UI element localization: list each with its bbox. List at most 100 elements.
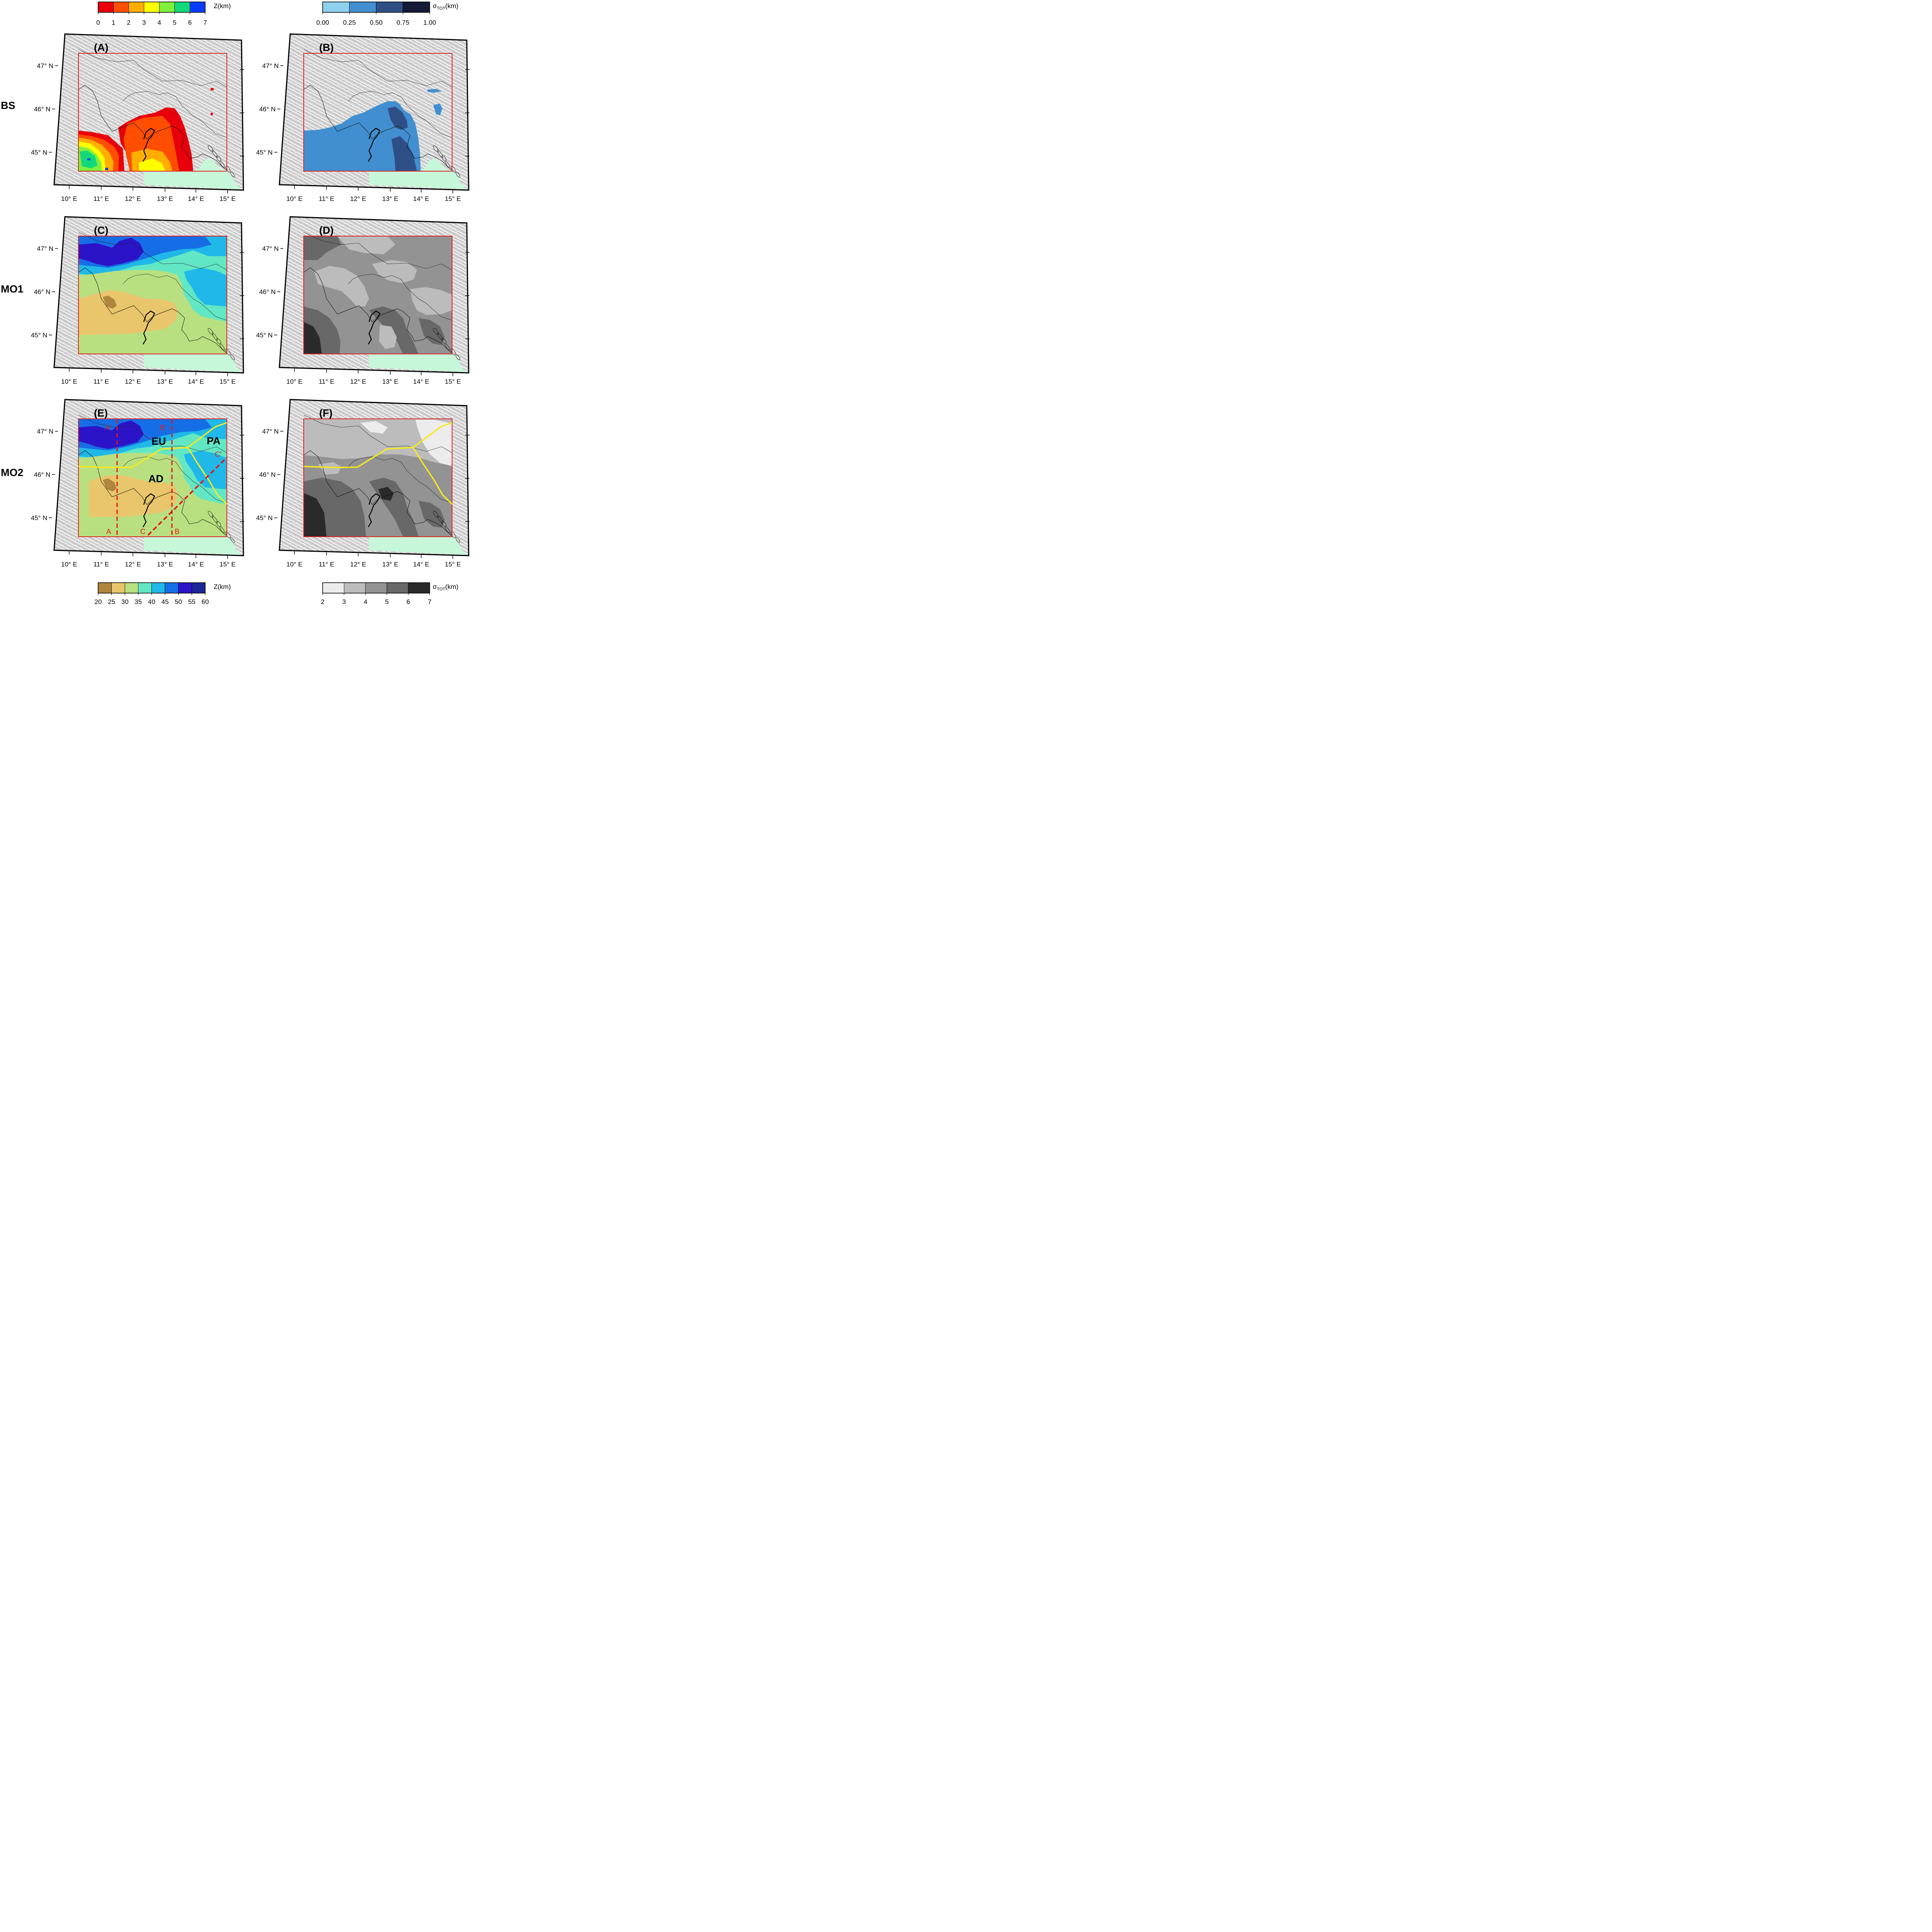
lat-tick-label: 47° N	[37, 245, 54, 252]
national-border	[122, 91, 227, 138]
plate-boundary	[412, 447, 453, 505]
map-border	[279, 216, 469, 374]
island	[219, 344, 225, 350]
lon-tick-label: 11° E	[319, 561, 335, 568]
plate-label-eu: EU	[151, 435, 166, 447]
map-border	[53, 216, 244, 374]
lat-tick-label: 47° N	[262, 62, 279, 70]
island	[212, 150, 218, 158]
colorbar-depth-mo-tick-label: 20	[95, 598, 102, 605]
field-zone	[427, 89, 442, 93]
sigma-symbol: σ	[433, 583, 437, 590]
colorbar-depth-bs-swatch	[113, 2, 129, 13]
island	[433, 328, 439, 335]
lon-tick-label: 14° E	[413, 195, 429, 202]
field-zone	[415, 420, 452, 466]
island	[456, 354, 460, 361]
coastline	[78, 267, 226, 353]
colorbar-depth-mo-swatch	[178, 582, 192, 594]
colorbar-sigma-bs-tick-label: 0.25	[343, 19, 356, 26]
field-zone	[418, 318, 445, 345]
island	[445, 526, 450, 533]
colorbar-sigma-mo: 2 3 4 5 6 7	[321, 582, 432, 605]
panel-label: (C)	[94, 224, 108, 236]
national-border	[78, 232, 227, 270]
panel-label: (A)	[94, 42, 108, 53]
lagoon-coast	[367, 128, 381, 162]
sigma-subscript: TOT	[437, 6, 446, 11]
national-border	[348, 456, 452, 503]
lat-tick-label: 45° N	[31, 332, 48, 339]
lon-tick-label: 12° E	[350, 195, 366, 202]
colorbar-depth-bs-swatch	[128, 2, 145, 13]
lon-tick-label: 15° E	[445, 195, 461, 202]
sea-area	[144, 158, 242, 189]
colorbar-sigma-bs-tick-label: 1.00	[423, 19, 436, 26]
lon-tick-label: 14° E	[413, 378, 429, 385]
plate-boundary	[303, 422, 452, 468]
lagoon-coast	[367, 493, 381, 527]
lon-tick-label: 11° E	[319, 378, 335, 385]
field-zone	[388, 107, 408, 130]
lat-tick-label: 46° N	[34, 288, 51, 296]
lon-tick-label: 11° E	[94, 561, 109, 568]
profile-label-b-prime: B'	[160, 424, 166, 432]
sigma-unit: (km)	[445, 2, 458, 10]
colorbar-depth-bs-tick-label: 7	[203, 19, 207, 26]
panel-label: (D)	[319, 224, 333, 236]
field-zone	[139, 158, 165, 171]
island	[437, 332, 443, 341]
field-zone	[304, 236, 341, 260]
lon-tick-label: 14° E	[188, 561, 204, 568]
colorbar-depth-mo: 20 25 30 35 40 45 50 55 60	[95, 582, 209, 605]
study-area-frame	[303, 53, 452, 172]
row-label-bs: BS	[1, 100, 15, 111]
colorbar-depth-mo-swatch	[151, 582, 165, 594]
colorbar-sigma-bs-swatch	[349, 2, 376, 13]
island	[456, 537, 460, 543]
profile-c-line	[147, 456, 228, 536]
study-area-frame	[78, 236, 227, 354]
island	[212, 332, 218, 341]
field-zone	[369, 306, 418, 354]
coastline	[78, 85, 226, 170]
profile-label-c-prime: C'	[215, 451, 221, 459]
lon-tick-label: 11° E	[94, 378, 109, 385]
colorbar-depth-bs-tick-label: 4	[158, 19, 161, 26]
colorbar-depth-bs-swatch	[190, 2, 206, 13]
colorbar-sigma-bs-swatch	[376, 2, 403, 13]
panel-label: (B)	[319, 42, 333, 53]
map-panel-f: (F) 47° N 46° N 45° N 10° E 11° E 12° E 13° E 14…	[256, 399, 469, 568]
colorbar-sigma-mo-tick-label: 5	[385, 598, 388, 605]
map-border	[53, 33, 244, 191]
field-zone	[211, 88, 214, 90]
coastline	[303, 85, 452, 170]
map-panel-c: (C) 47° N 46° N 45° N 10° E 11° E 12° E 13° E 14…	[31, 216, 244, 385]
lon-tick-label: 10° E	[61, 195, 77, 202]
field-zone	[433, 104, 442, 115]
lon-tick-label: 12° E	[125, 195, 141, 202]
lat-tick-label: 47° N	[262, 245, 279, 252]
lon-tick-label: 11° E	[94, 195, 109, 202]
lon-tick-label: 11° E	[319, 195, 335, 202]
study-area-frame	[78, 53, 227, 172]
coastline	[303, 267, 452, 353]
lat-tick-label: 46° N	[34, 105, 51, 113]
national-border	[122, 456, 227, 503]
field-zone	[184, 268, 227, 306]
colorbar-depth-mo-tick-label: 60	[202, 598, 209, 605]
lon-tick-label: 10° E	[61, 561, 77, 568]
lon-tick-label: 14° E	[188, 195, 204, 202]
field-zone	[304, 419, 452, 466]
plate-label-ad: AD	[148, 473, 163, 485]
national-border	[78, 415, 227, 453]
lon-tick-label: 12° E	[125, 378, 141, 385]
lat-tick-label: 45° N	[31, 149, 48, 156]
island	[433, 145, 439, 152]
sigma-subscript: TOT	[437, 587, 446, 592]
national-border	[122, 274, 227, 321]
sigma-symbol: σ	[433, 2, 437, 10]
island	[207, 328, 214, 335]
island	[212, 515, 218, 524]
colorbar-depth-bs-swatch	[174, 2, 190, 13]
